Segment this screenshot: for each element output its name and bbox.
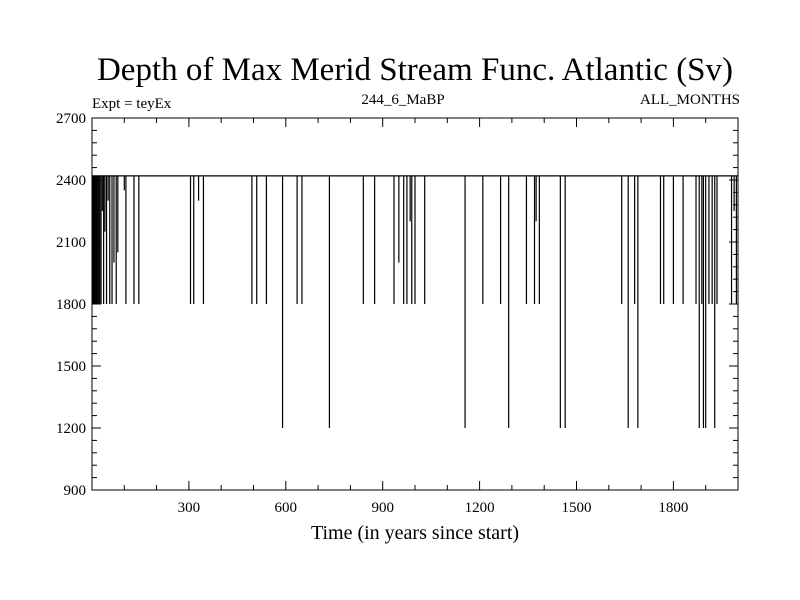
y-tick-label: 2100	[56, 235, 86, 251]
x-tick-label: 1800	[658, 500, 688, 516]
x-tick-label: 900	[371, 500, 394, 516]
x-tick-label: 600	[275, 500, 298, 516]
x-tick-label: 300	[178, 500, 201, 516]
y-tick-label: 2400	[56, 173, 86, 189]
chart-subtitle-left: Expt = teyEx	[92, 96, 172, 112]
y-tick-label: 1800	[56, 297, 86, 313]
x-axis-label: Time (in years since start)	[311, 522, 519, 544]
plot-area: 900 1200 1500 1800 2100 2400 2700 300 600 900 1200…	[56, 111, 739, 516]
chart-subtitle-right: ALL_MONTHS	[640, 92, 740, 108]
y-tick-label: 2700	[56, 111, 86, 127]
chart-subtitle-center: 244_6_MaBP	[361, 92, 444, 108]
plot-frame	[91, 117, 739, 491]
y-tick-label: 1200	[56, 421, 86, 437]
x-tick-label: 1200	[465, 500, 495, 516]
chart-title: Depth of Max Merid Stream Func. Atlantic…	[97, 52, 733, 88]
y-tick-label: 1500	[56, 359, 86, 375]
x-tick-label: 1500	[562, 500, 592, 516]
y-tick-label: 900	[64, 483, 87, 499]
